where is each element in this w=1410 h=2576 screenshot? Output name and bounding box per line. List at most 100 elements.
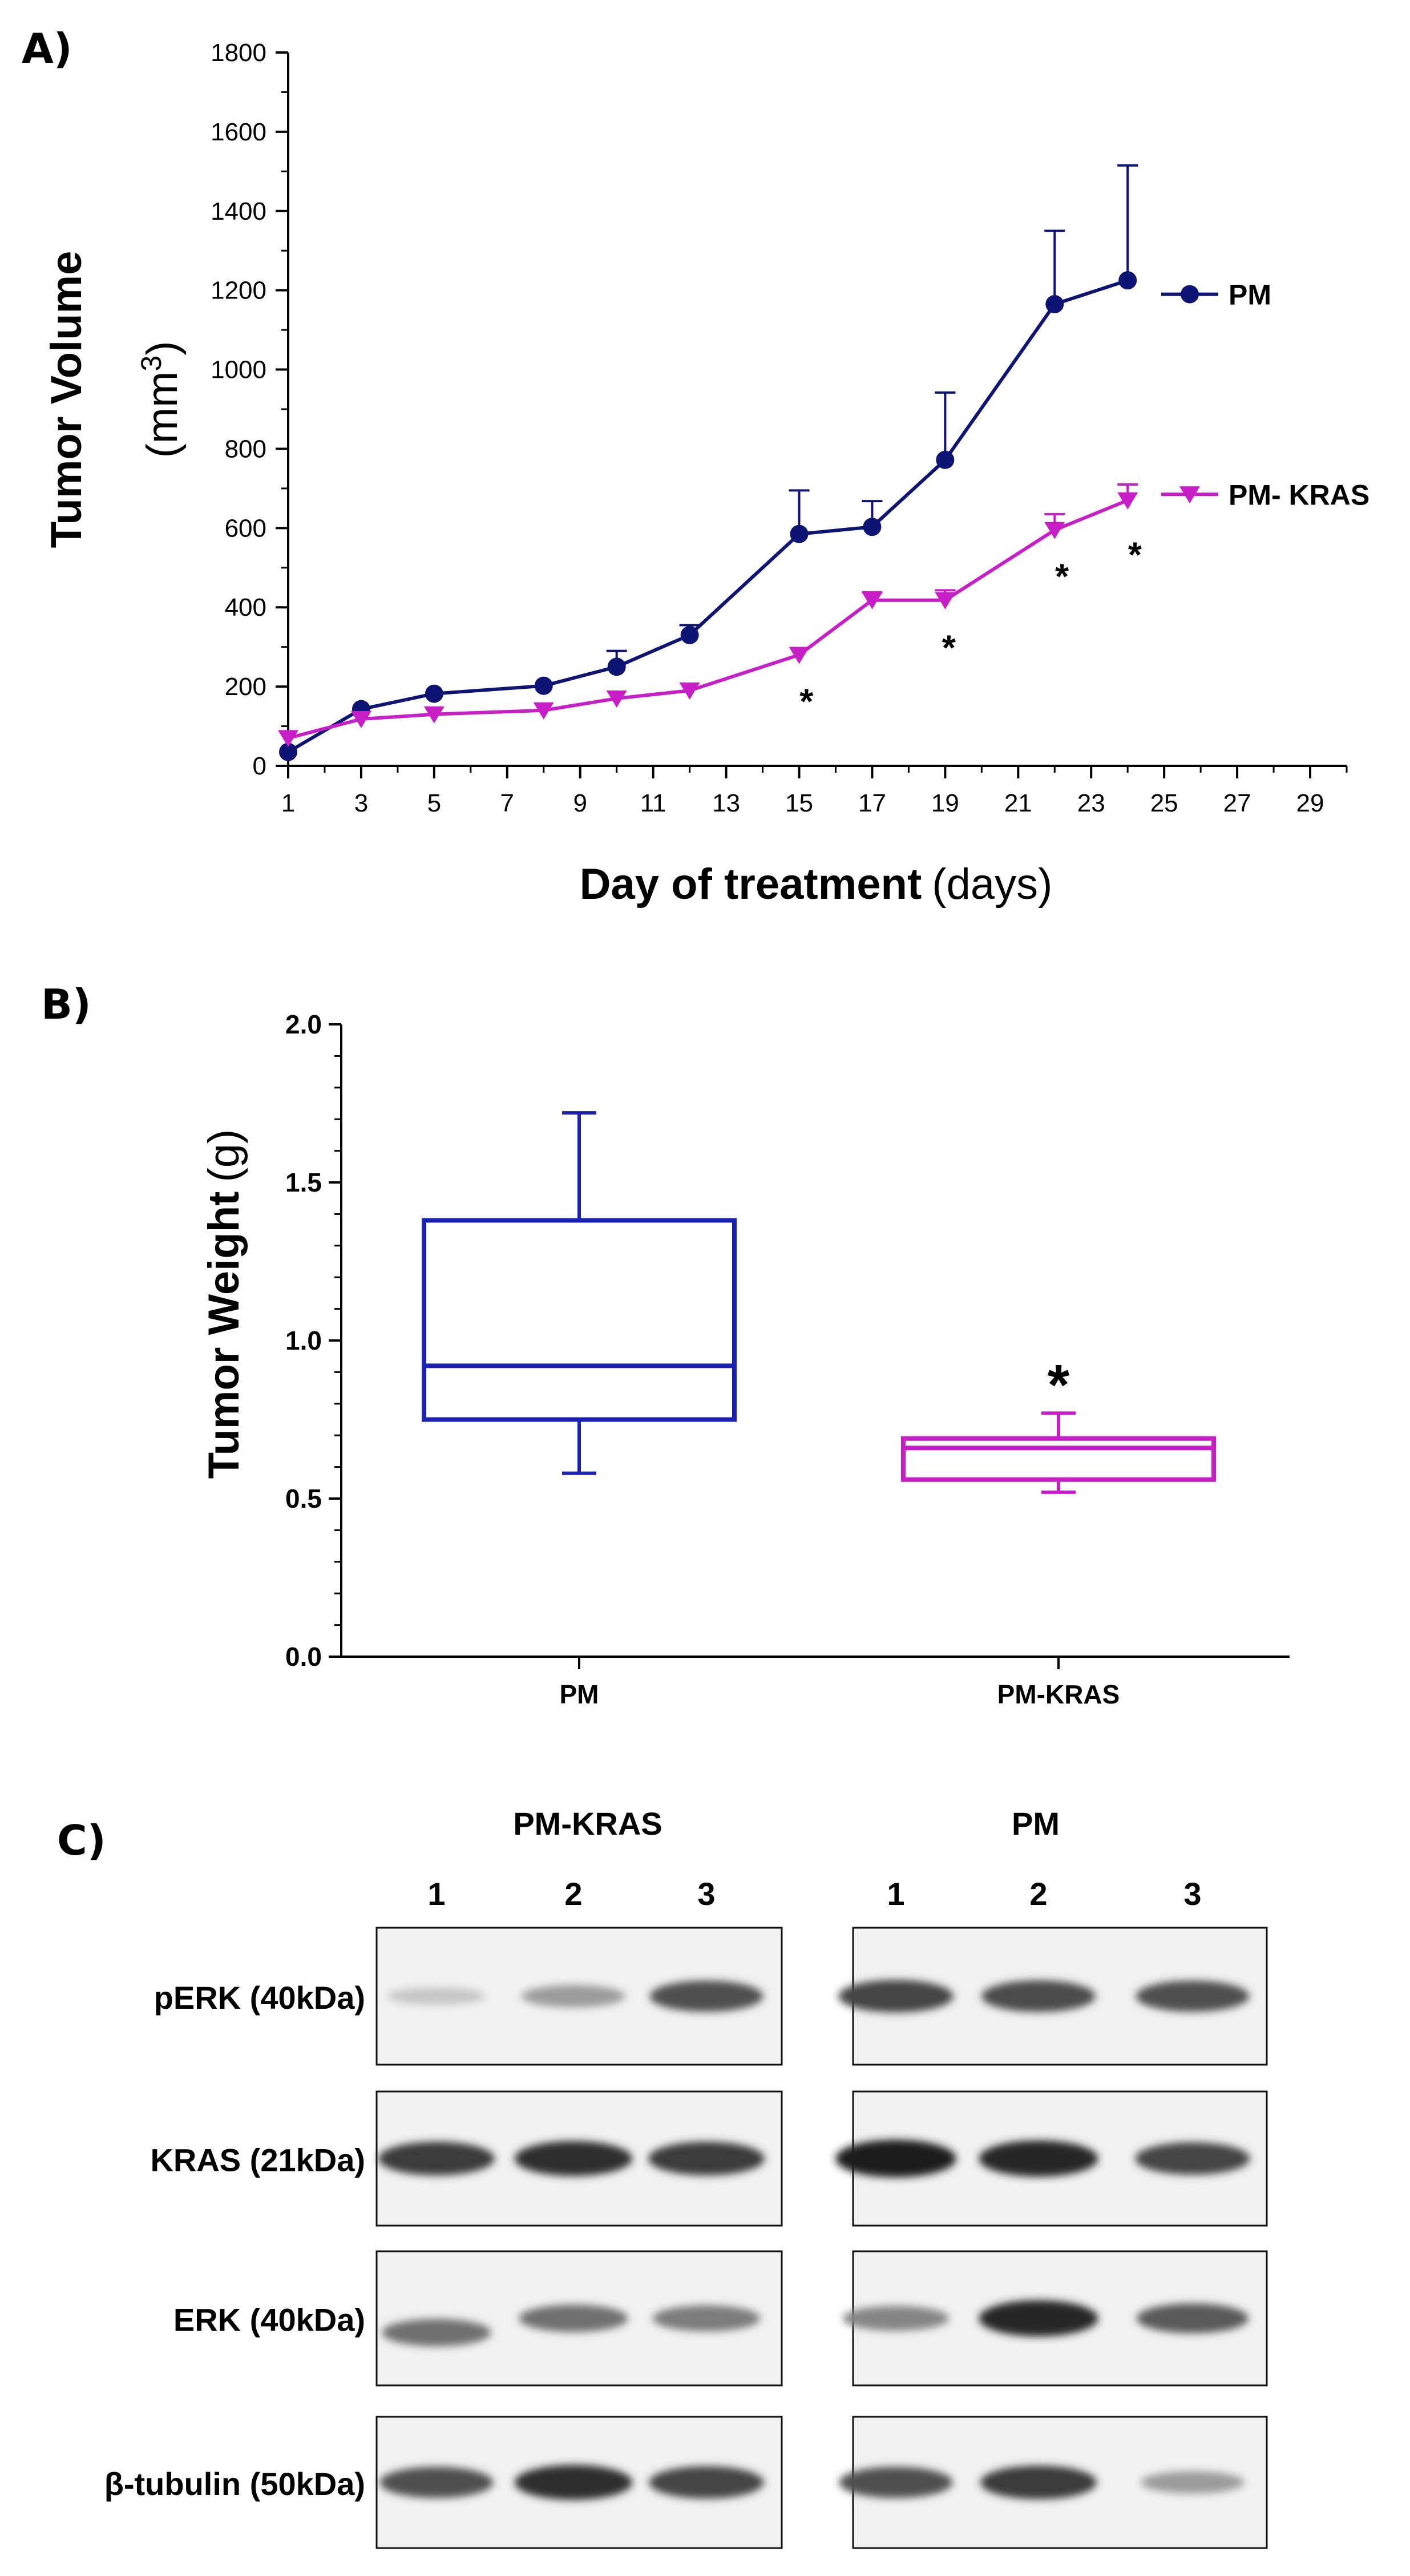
chart-a-x-tick-label: 3	[354, 789, 368, 817]
blot-lane-number: 3	[1183, 1876, 1201, 1912]
chart-a-x-tick-label: 23	[1077, 789, 1105, 817]
chart-b-y-tick-label: 1.5	[285, 1168, 322, 1197]
panel-c-letter: C)	[57, 1816, 106, 1864]
blot-row-label: pERK (40kDa)	[154, 1980, 365, 2016]
blot-lane-number: 1	[887, 1876, 904, 1912]
blot-band-pm	[1136, 2303, 1249, 2333]
chart-a-pm-kras-point	[1117, 492, 1138, 510]
chart-a-y-axis-label: Tumor Volume	[42, 251, 91, 548]
chart-a-pm-kras-point	[606, 690, 627, 708]
significance-asterisk: *	[942, 629, 956, 668]
blot-band-pm	[838, 1980, 954, 2013]
chart-a-y-tick-label: 600	[225, 514, 266, 542]
blot-band-pm-kras	[649, 1980, 763, 2012]
blot-band-pm	[979, 2140, 1098, 2177]
blot-band-pm-kras	[519, 2304, 628, 2332]
blot-lane-number: 2	[564, 1876, 582, 1912]
chart-a-y-tick-label: 1400	[211, 197, 266, 225]
chart-a-pm-kras-point	[935, 592, 956, 609]
chart-b-x-tick-label: PM-KRAS	[997, 1679, 1120, 1709]
legend-pm-label: PM	[1229, 279, 1271, 311]
chart-a-x-label-unit: (days)	[932, 860, 1052, 909]
chart-b-y-axis-label: Tumor Weight (g)	[200, 1129, 248, 1479]
chart-a-pm-kras-point	[1044, 522, 1065, 539]
legend-pm-kras-label: PM- KRAS	[1229, 479, 1369, 511]
chart-a-x-tick-label: 7	[500, 789, 514, 817]
box-pm-iqr	[422, 1218, 737, 1422]
chart-a-pm-point	[534, 676, 553, 695]
tumor-weight-box-plot: Tumor Weight (g) 0.0 0.5 1.0 1.5 2.0 PM PM-KRAS…	[200, 1010, 1290, 1709]
chart-a-pm-kras-point	[862, 592, 883, 609]
chart-a-y-tick-label: 1000	[211, 356, 266, 384]
significance-asterisk: *	[799, 682, 814, 721]
chart-a-pm-kras-point	[679, 683, 700, 700]
blot-band-pm-kras	[522, 1985, 625, 2008]
blot-band-pm	[835, 2139, 956, 2178]
chart-b-y-label-bold: Tumor Weight	[200, 1192, 248, 1479]
chart-a-pm-point	[863, 518, 882, 536]
blot-band-pm-kras	[652, 2305, 761, 2332]
chart-a-y-tick-label: 1800	[211, 39, 266, 67]
chart-a-pm-point	[607, 657, 626, 676]
chart-a-y-tick-label: 200	[225, 673, 266, 701]
chart-a-y-unit-close: )	[138, 341, 187, 355]
chart-a-pm-kras-point	[789, 647, 810, 664]
chart-a-x-tick-label: 15	[785, 789, 813, 817]
blot-band-pm-kras	[514, 2141, 633, 2177]
blot-band-pm	[839, 2466, 953, 2498]
chart-a-pm-line	[287, 278, 1129, 754]
blot-band-pm	[1141, 2471, 1245, 2494]
chart-a-x-tick-label: 9	[573, 789, 587, 817]
blot-band-pm-kras	[378, 2141, 495, 2176]
chart-a-x-tick-label: 13	[712, 789, 740, 817]
western-blot-panel: PM-KRAS 1 2 3 PM 1 2 3 pERK (40kDa) KRAS (21kDa) E…	[104, 1806, 1268, 2549]
chart-a-x-tick-label: 21	[1004, 789, 1032, 817]
chart-a-y-tick-label: 0	[253, 752, 266, 780]
blot-band-pm	[1135, 2142, 1250, 2175]
tumor-volume-line-chart: Tumor Volume (mm3) Day of treatment (days…	[42, 39, 1369, 909]
blot-band-pm-kras	[382, 2319, 491, 2347]
blot-lane-number: 2	[1029, 1876, 1047, 1912]
chart-a-y-unit-sup: 3	[135, 356, 167, 372]
chart-b-y-tick-label: 0.5	[285, 1484, 322, 1513]
chart-a-x-axis-label: Day of treatment (days)	[580, 860, 1053, 909]
chart-a-pm-point	[1045, 294, 1064, 313]
chart-a-pm-kras-point	[350, 711, 371, 729]
blot-band-pm-kras	[387, 1987, 486, 2005]
panel-b-letter: B)	[41, 980, 91, 1028]
significance-asterisk: *	[1128, 536, 1142, 575]
chart-a-x-tick-label: 17	[858, 789, 886, 817]
chart-b-y-label-unit: (g)	[200, 1129, 248, 1182]
box-pm-kras-iqr	[901, 1436, 1216, 1482]
chart-b-x-tick-label: PM	[560, 1679, 599, 1709]
chart-a-x-label-bold: Day of treatment	[580, 860, 922, 909]
blot-group-title-pm-kras: PM-KRAS	[513, 1806, 662, 1842]
blot-band-pm	[979, 2300, 1098, 2337]
chart-a-pm-point	[790, 524, 809, 543]
blot-band-pm-kras	[649, 2466, 764, 2499]
blot-band-pm	[980, 2465, 1097, 2500]
chart-a-y-unit-base: (mm	[138, 372, 187, 458]
chart-a-x-tick-label: 25	[1150, 789, 1178, 817]
chart-b-y-tick-label: 1.0	[285, 1326, 322, 1355]
blot-row-label: β-tubulin (50kDa)	[104, 2466, 365, 2502]
blot-band-pm	[842, 2306, 950, 2331]
blot-band-pm-kras	[648, 2141, 765, 2176]
legend-pm-marker	[1181, 285, 1199, 304]
chart-a-y-axis-unit: (mm3)	[135, 341, 187, 458]
chart-b-y-tick-label: 2.0	[285, 1010, 322, 1039]
chart-a-pm-kras-point	[423, 706, 445, 724]
legend-pm-kras-marker	[1179, 486, 1200, 504]
blot-lane-number: 3	[697, 1876, 715, 1912]
chart-a-pm-point	[936, 450, 955, 469]
chart-a-pm-point	[680, 625, 699, 644]
chart-a-pm-kras-point	[533, 702, 554, 720]
chart-a-pm-kras-point	[278, 730, 298, 748]
blot-band-pm-kras	[379, 2466, 494, 2498]
blot-row-label: ERK (40kDa)	[173, 2302, 365, 2338]
chart-a-x-tick-label: 27	[1223, 789, 1251, 817]
blot-band-pm	[1136, 1980, 1250, 2012]
chart-a-x-tick-label: 29	[1296, 789, 1324, 817]
blot-lane-number: 1	[427, 1876, 445, 1912]
